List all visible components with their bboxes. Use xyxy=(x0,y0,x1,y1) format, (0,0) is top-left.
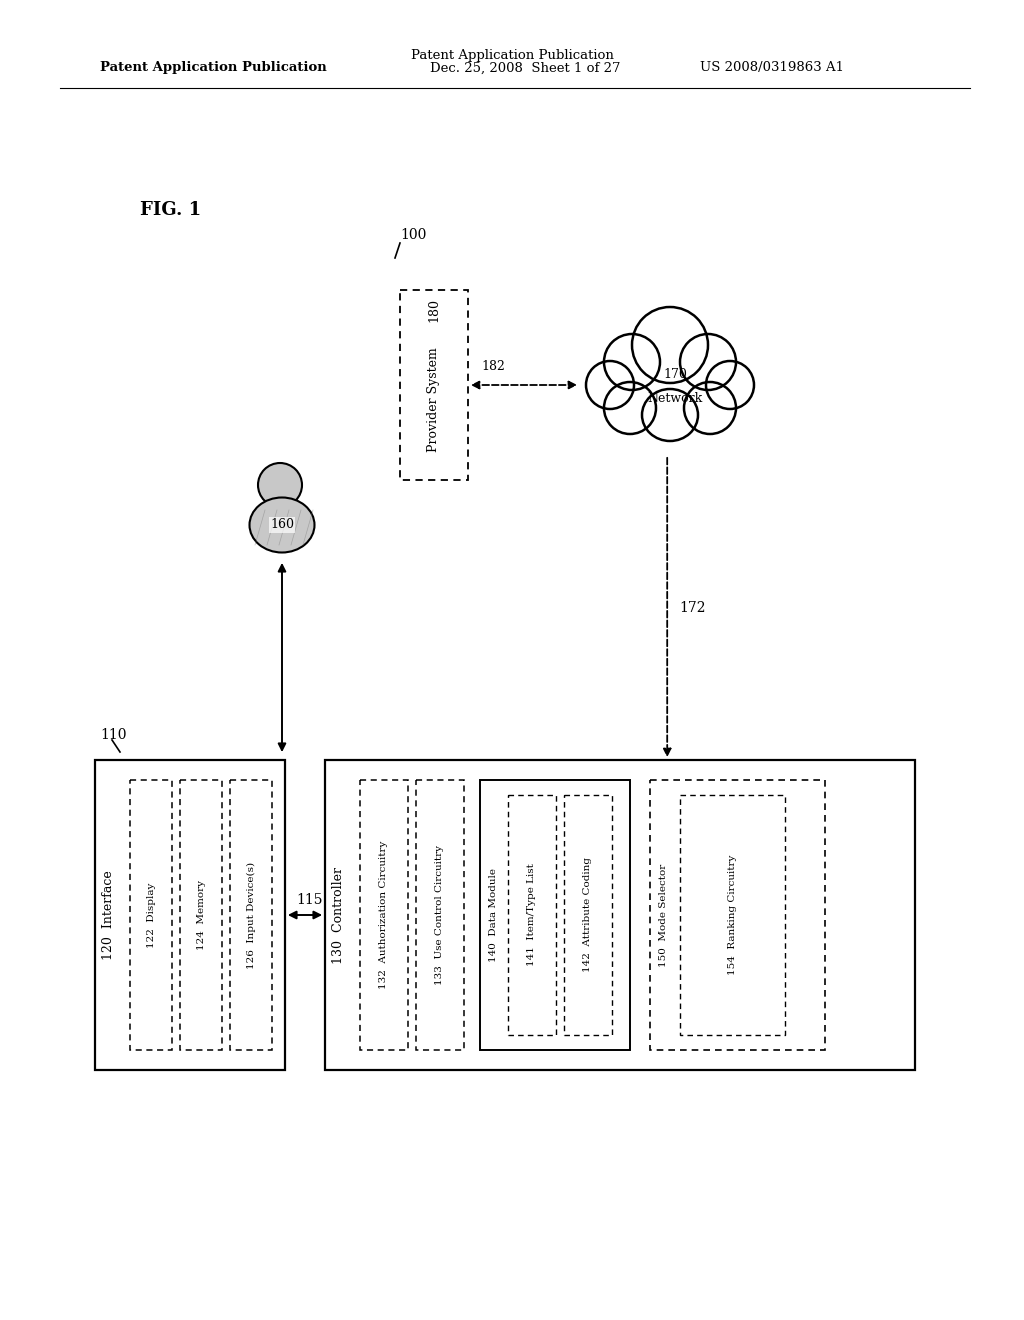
Ellipse shape xyxy=(642,389,698,441)
Text: 133  Use Control Circuitry: 133 Use Control Circuitry xyxy=(435,845,444,985)
Bar xyxy=(230,780,272,1049)
Text: 120  Interface: 120 Interface xyxy=(102,870,116,960)
Text: 115: 115 xyxy=(297,894,324,907)
Text: Patent Application Publication: Patent Application Publication xyxy=(100,62,327,74)
Text: 160: 160 xyxy=(270,519,294,532)
Bar xyxy=(564,795,612,1035)
Text: 126  Input Device(s): 126 Input Device(s) xyxy=(247,862,256,969)
Text: 170: 170 xyxy=(664,368,687,381)
Bar xyxy=(130,780,172,1049)
Bar xyxy=(416,780,464,1049)
Ellipse shape xyxy=(632,308,708,383)
Ellipse shape xyxy=(706,360,754,409)
Bar xyxy=(650,780,825,1049)
Text: Patent Application Publication: Patent Application Publication xyxy=(411,49,613,62)
Bar xyxy=(480,780,630,1049)
Ellipse shape xyxy=(250,498,314,553)
Ellipse shape xyxy=(684,381,736,434)
Text: 110: 110 xyxy=(100,729,127,742)
Circle shape xyxy=(258,463,302,507)
Text: Network: Network xyxy=(647,392,702,404)
Text: 182: 182 xyxy=(481,360,505,374)
Bar xyxy=(325,760,915,1071)
Bar xyxy=(360,780,408,1049)
Bar xyxy=(680,795,785,1035)
Text: 154  Ranking Circuitry: 154 Ranking Circuitry xyxy=(728,855,737,975)
Bar xyxy=(180,780,222,1049)
Ellipse shape xyxy=(586,360,634,409)
Text: FIG. 1: FIG. 1 xyxy=(140,201,201,219)
Bar xyxy=(508,795,556,1035)
Ellipse shape xyxy=(604,381,656,434)
Text: 150  Mode Selector: 150 Mode Selector xyxy=(659,863,669,966)
Text: 142  Attribute Coding: 142 Attribute Coding xyxy=(584,858,593,973)
Text: 180: 180 xyxy=(427,298,440,322)
Text: 122  Display: 122 Display xyxy=(146,882,156,948)
Text: Dec. 25, 2008  Sheet 1 of 27: Dec. 25, 2008 Sheet 1 of 27 xyxy=(430,62,621,74)
Ellipse shape xyxy=(680,334,736,389)
Text: 130  Controller: 130 Controller xyxy=(333,866,345,964)
Text: 132  Authorization Circuitry: 132 Authorization Circuitry xyxy=(380,841,388,989)
Bar xyxy=(95,760,285,1071)
Text: 141  Item/Type List: 141 Item/Type List xyxy=(527,863,537,966)
Text: 172: 172 xyxy=(679,601,706,615)
Text: 140  Data Module: 140 Data Module xyxy=(488,869,498,962)
Text: 100: 100 xyxy=(400,228,426,242)
Text: US 2008/0319863 A1: US 2008/0319863 A1 xyxy=(700,62,844,74)
Text: 124  Memory: 124 Memory xyxy=(197,880,206,950)
Ellipse shape xyxy=(613,341,727,420)
Ellipse shape xyxy=(604,334,660,389)
Text: Provider System: Provider System xyxy=(427,347,440,453)
Bar xyxy=(400,290,468,480)
